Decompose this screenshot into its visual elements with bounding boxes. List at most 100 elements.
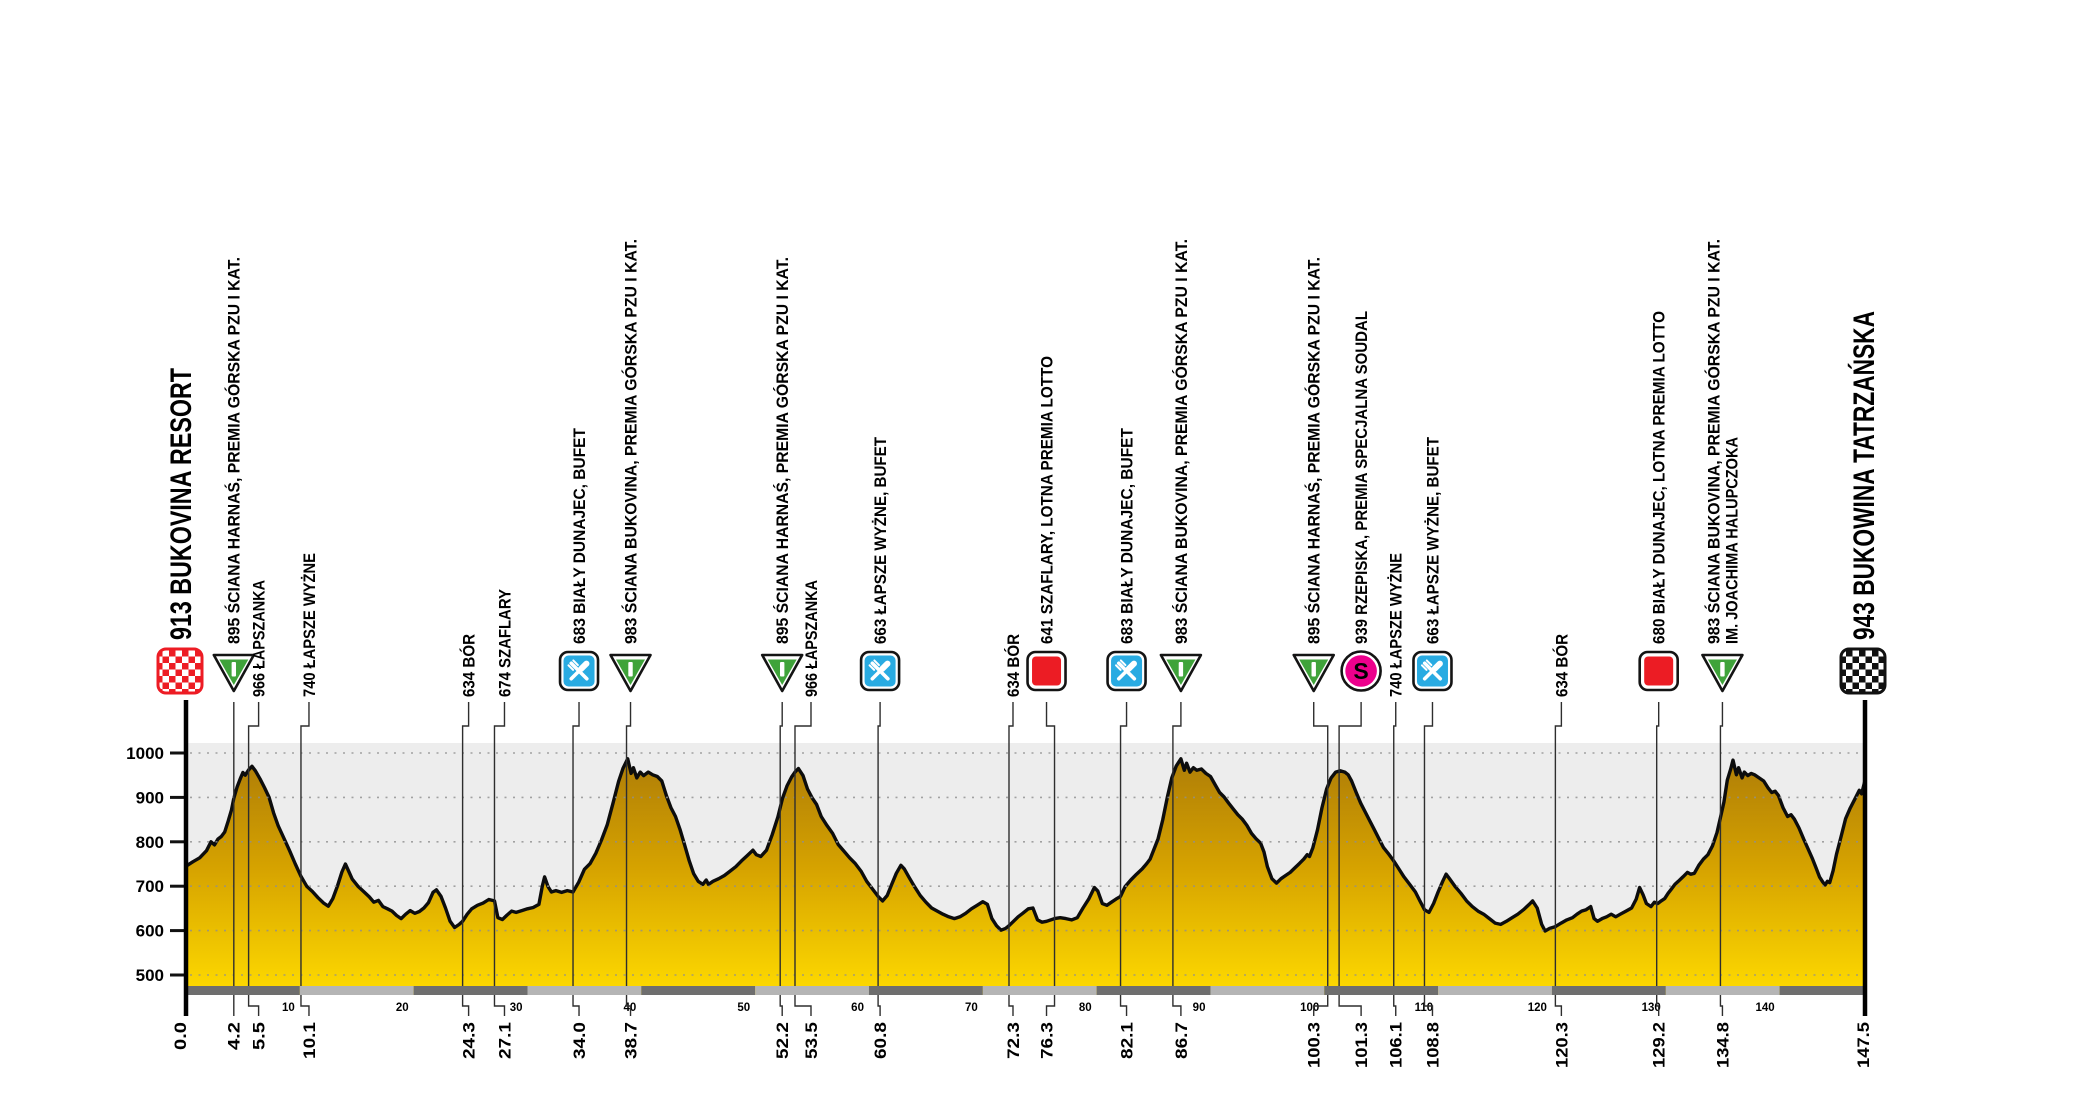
distance-label: 27.1 (496, 1022, 514, 1059)
mountain-icon (1159, 653, 1203, 693)
waypoint-distance-tick (625, 995, 632, 1016)
waypoint-distance-tick (1172, 995, 1182, 1016)
km-scale-label: 10 (282, 1002, 295, 1014)
mountain-I-glyph (1311, 662, 1316, 677)
km-scale-segment (982, 986, 1097, 995)
special-S-glyph: S (1353, 658, 1368, 684)
waypoint-line (1554, 702, 1563, 986)
waypoint-distance-tick (794, 995, 812, 1016)
waypoint-label-line2: IM. JOACHIMA HALUPCZOKA (1723, 437, 1741, 644)
waypoint-distance-tick (1655, 995, 1660, 1016)
distance-label: 4.2 (226, 1022, 244, 1050)
mountain-icon (1701, 653, 1744, 693)
mountain-icon (1292, 653, 1336, 693)
y-axis-label: 800 (136, 833, 164, 852)
waypoint-distance-tick (1313, 995, 1329, 1016)
waypoint-line (1172, 702, 1182, 986)
km-scale-label: 130 (1642, 1002, 1661, 1014)
lotna-icon (1026, 650, 1067, 692)
fork-glyph (567, 659, 589, 681)
waypoint-label: 634 BÓR (1552, 634, 1571, 697)
waypoint-line (1423, 702, 1434, 986)
km-scale-segment (755, 986, 869, 995)
distance-label: 76.3 (1038, 1022, 1056, 1059)
distance-label: 86.7 (1173, 1022, 1191, 1059)
waypoint-distance-tick (1554, 995, 1563, 1016)
special-icon: S (1340, 650, 1382, 692)
km-scale-segment (1324, 986, 1439, 995)
distance-label: 34.0 (571, 1022, 589, 1059)
waypoint-label: 674 SZAFLARY (496, 589, 514, 697)
distance-label: 5.5 (251, 1022, 269, 1050)
distance-label: 24.3 (461, 1022, 479, 1059)
waypoint-distance-tick (877, 995, 881, 1016)
waypoint-label: 966 ŁAPSZANKA (251, 580, 269, 697)
waypoint-line (461, 702, 470, 986)
waypoint-distance-tick (1338, 995, 1362, 1016)
km-scale-label: 120 (1528, 1002, 1547, 1014)
waypoint-distance-tick (1045, 995, 1056, 1016)
waypoint-label: 983 ŚCIANA BUKOVINA, PREMIA GÓRSKA PZU I… (1704, 239, 1723, 644)
y-axis-label: 700 (136, 877, 164, 896)
waypoint-distance-tick (1008, 995, 1014, 1016)
bufet-icon (859, 650, 901, 692)
mountain-I-glyph (231, 662, 237, 677)
distance-label: 0.0 (172, 1022, 190, 1050)
km-scale-segment (1665, 986, 1780, 995)
bufet-icon (1106, 650, 1147, 692)
start-icon (156, 647, 204, 695)
waypoint-line (1313, 702, 1329, 986)
km-scale-label: 60 (851, 1002, 864, 1014)
km-scale-segment (413, 986, 528, 995)
km-scale-segment (1779, 986, 1865, 995)
waypoint-line (1045, 702, 1056, 986)
waypoint-line (1119, 702, 1128, 986)
bufet-icon (558, 650, 600, 692)
waypoint-line (1008, 702, 1014, 986)
waypoint-distance-tick (461, 995, 470, 1016)
waypoint-label: 983 ŚCIANA BUKOVINA, PREMIA GÓRSKA PZU I… (1172, 239, 1191, 644)
km-scale-label: 140 (1755, 1002, 1774, 1014)
y-axis-label: 1000 (126, 744, 164, 763)
waypoint-label: 895 ŚCIANA HARNAŚ, PREMIA GÓRSKA PZU I K… (1305, 257, 1324, 644)
mountain-icon (609, 653, 652, 693)
y-axis-label: 600 (136, 922, 164, 941)
fork-glyph (1420, 659, 1443, 681)
km-scale-label: 20 (396, 1002, 409, 1014)
waypoint-distance-tick (572, 995, 580, 1016)
waypoint-distance-tick (493, 995, 506, 1016)
km-scale-label: 70 (965, 1002, 978, 1014)
km-scale-segment (299, 986, 414, 995)
distance-label: 147.5 (1855, 1022, 1873, 1068)
km-scale-segment (1551, 986, 1666, 995)
distance-label: 38.7 (622, 1022, 640, 1059)
distance-label: 101.3 (1353, 1022, 1371, 1068)
mountain-I-glyph (1178, 662, 1184, 677)
km-scale-label: 90 (1193, 1002, 1206, 1014)
km-scale-label: 50 (737, 1002, 750, 1014)
mountain-I-glyph (628, 662, 633, 677)
waypoint-line (1338, 702, 1362, 986)
endpoint-label: 943 BUKOWINA TATRZAŃSKA (1847, 311, 1881, 640)
waypoint-label: 634 BÓR (1004, 634, 1023, 697)
endpoint-label: 913 BUKOVINA RESORT (165, 368, 198, 640)
mountain-I-glyph (779, 662, 785, 677)
waypoint-line (1655, 702, 1660, 986)
km-scale-label: 80 (1079, 1002, 1092, 1014)
km-scale-segment (1438, 986, 1552, 995)
waypoint-label: 895 ŚCIANA HARNAŚ, PREMIA GÓRSKA PZU I K… (225, 257, 244, 644)
km-scale-segment (868, 986, 983, 995)
distance-label: 134.8 (1714, 1022, 1732, 1068)
km-scale-segment (641, 986, 756, 995)
waypoint-label: 683 BIAŁY DUNAJEC, BUFET (571, 428, 589, 644)
distance-label: 129.2 (1651, 1022, 1669, 1068)
waypoint-label: 740 ŁAPSZE WYŻNE (1388, 553, 1406, 697)
distance-label: 72.3 (1005, 1022, 1023, 1059)
waypoint-line (572, 702, 580, 986)
km-scale-label: 100 (1300, 1002, 1319, 1014)
waypoint-line (247, 702, 260, 986)
waypoint-distance-tick (1119, 995, 1128, 1016)
km-scale-label: 30 (510, 1002, 523, 1014)
